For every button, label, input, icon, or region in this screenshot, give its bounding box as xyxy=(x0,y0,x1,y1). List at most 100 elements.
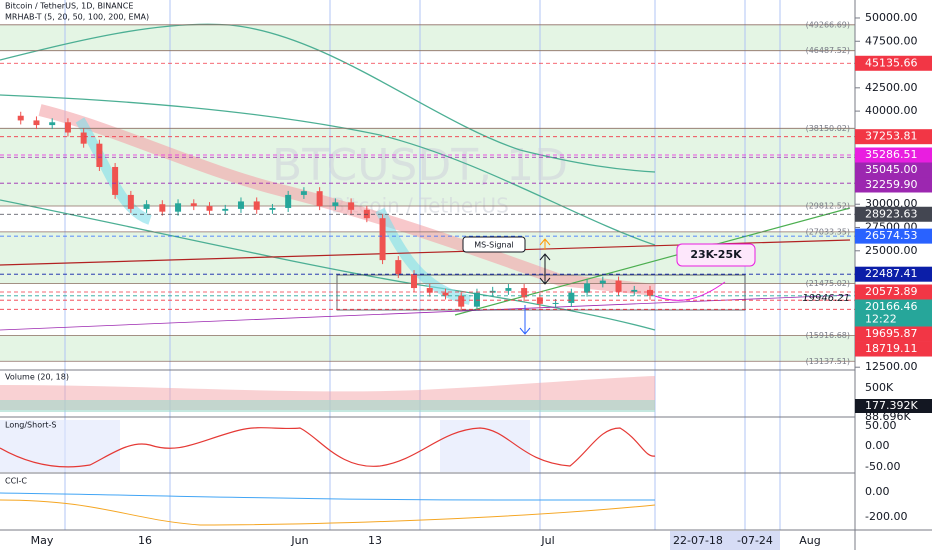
longshort-title: Long/Short-S xyxy=(5,421,57,430)
level-label: (38150.02) xyxy=(806,124,850,133)
signal-box xyxy=(462,236,526,253)
candle xyxy=(348,202,355,210)
price-tag-label: 20573.89 xyxy=(865,285,918,298)
candle xyxy=(395,260,402,275)
range-end: -07-24 xyxy=(737,534,773,547)
candle xyxy=(143,204,150,209)
price-tag xyxy=(855,55,932,71)
candle xyxy=(536,297,543,304)
y-tick-label: 42500.00 xyxy=(865,81,918,94)
down-arrow xyxy=(519,305,531,335)
projection xyxy=(654,281,726,301)
volume-bands xyxy=(0,376,655,412)
volume-tag-label: 177.392K xyxy=(865,399,918,412)
zone xyxy=(0,335,855,362)
level-label: (15916.68) xyxy=(806,331,850,340)
x-tick-label: May xyxy=(31,534,54,547)
y-tick-label: 40000.00 xyxy=(865,104,918,117)
price-tag xyxy=(855,299,932,327)
candle xyxy=(33,120,40,126)
candle xyxy=(49,122,56,126)
target-box xyxy=(676,243,756,267)
header-indicator: MRHAB-T (5, 20, 50, 100, 200, EMA) xyxy=(5,13,149,22)
candle xyxy=(80,132,87,144)
price-tag xyxy=(855,147,932,163)
candle xyxy=(206,206,213,211)
x-tick-label: Jul xyxy=(540,534,554,547)
candle xyxy=(379,218,386,261)
price-tag-label: 20166.46 xyxy=(865,300,918,313)
candle xyxy=(127,194,134,209)
price-tag xyxy=(855,284,932,300)
candle xyxy=(442,292,449,296)
watermark-symbol: BTCUSDT, 1D xyxy=(272,140,568,191)
price-tag-label: 18719.11 xyxy=(865,342,918,355)
range-highlight xyxy=(670,531,780,550)
candle xyxy=(505,288,512,291)
candle xyxy=(568,292,575,303)
x-tick-label: Aug xyxy=(799,534,820,547)
candle xyxy=(159,204,166,212)
candle xyxy=(190,203,197,207)
longshort-tick: 50.00 xyxy=(865,419,897,432)
level-label: (29812.52) xyxy=(806,201,850,210)
y-tick-label: 47500.00 xyxy=(865,34,918,47)
x-tick-label: Jun xyxy=(290,534,308,547)
price-tag xyxy=(855,206,932,222)
price-tag xyxy=(855,228,932,244)
price-tag xyxy=(855,326,932,342)
candle xyxy=(411,274,418,289)
candle xyxy=(473,292,480,307)
x-tick-label: 13 xyxy=(368,534,382,547)
range-start: 22-07-18 xyxy=(673,534,723,547)
candle xyxy=(599,280,606,284)
longshort-tick: -50.00 xyxy=(865,460,900,473)
price-tag xyxy=(855,129,932,145)
candle xyxy=(64,122,71,133)
candle xyxy=(222,208,229,211)
candle xyxy=(521,288,528,298)
candle xyxy=(584,283,591,293)
range-box xyxy=(336,274,746,311)
candle xyxy=(253,201,260,210)
candle xyxy=(112,166,119,195)
candle xyxy=(316,191,323,207)
volume-tag xyxy=(855,399,932,413)
level-label: (13137.51) xyxy=(806,357,850,366)
range-arrow xyxy=(539,253,551,285)
candle xyxy=(175,203,182,212)
candle xyxy=(285,194,292,208)
price-tag xyxy=(855,162,932,178)
cci-title: CCI-C xyxy=(5,477,27,486)
candle xyxy=(237,201,244,209)
level-label: (27033.35) xyxy=(806,227,850,236)
candle xyxy=(269,207,276,210)
y-tick-label: 12500.00 xyxy=(865,360,918,373)
volume-title: Volume (20, 18) xyxy=(5,373,69,382)
volume-tick: 500K xyxy=(865,381,894,394)
up-arrow xyxy=(539,238,551,250)
candle xyxy=(631,289,638,292)
price-tag-label: 35045.00 xyxy=(865,163,918,176)
price-tag-label: 45135.66 xyxy=(865,56,918,69)
candle xyxy=(17,115,24,121)
price-tag-label: 28923.63 xyxy=(865,207,918,220)
level-label: (46487.52) xyxy=(806,46,850,55)
signal-label: MS-Signal xyxy=(474,241,513,250)
header-title: Bitcoin / TetherUS, 1D, BINANCE xyxy=(5,2,133,11)
price-tag xyxy=(855,266,932,282)
oscillator xyxy=(0,420,656,526)
candle xyxy=(552,302,559,304)
candle xyxy=(647,289,653,296)
price-tag xyxy=(855,177,932,193)
level-label: (21475.02) xyxy=(806,279,850,288)
cci-tick: 0.00 xyxy=(865,485,890,498)
level-label: (49266.69) xyxy=(806,20,850,29)
cci-tick: -200.00 xyxy=(865,510,907,523)
main-pane: (49266.69) (46487.52) (38150.02) (29812.52)… xyxy=(0,20,855,366)
price-tag-label: 19695.87 xyxy=(865,327,918,340)
price-tag xyxy=(855,341,932,357)
y-tick-label: 25000.00 xyxy=(865,244,918,257)
target-label: 23K-25K xyxy=(690,248,742,261)
